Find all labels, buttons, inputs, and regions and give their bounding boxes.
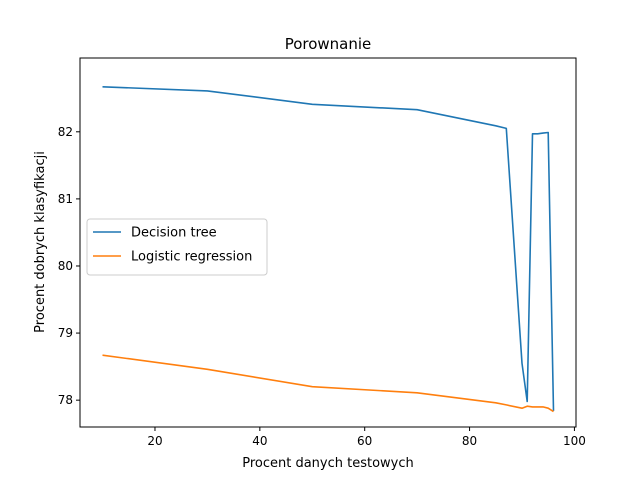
series-line-2 bbox=[102, 354, 554, 413]
series-layer bbox=[102, 86, 555, 413]
legend-label: Decision tree bbox=[131, 226, 217, 241]
y-tick-label: 81 bbox=[58, 192, 73, 206]
axis-ticks: 20 40 60 80 100 78 79 80 81 82 bbox=[58, 125, 586, 448]
chart-title: Porownanie bbox=[285, 35, 372, 53]
x-tick-label: 60 bbox=[357, 434, 372, 448]
x-tick-label: 20 bbox=[147, 434, 162, 448]
y-tick-label: 78 bbox=[58, 393, 73, 407]
legend-label: Logistic regression bbox=[131, 250, 252, 265]
y-tick-label: 79 bbox=[58, 326, 73, 340]
series-line-1 bbox=[102, 86, 555, 411]
x-axis-label: Procent danych testowych bbox=[242, 456, 414, 471]
x-tick-label: 40 bbox=[252, 434, 267, 448]
legend-box bbox=[86, 218, 268, 276]
y-tick-label: 82 bbox=[58, 125, 73, 139]
plot-area bbox=[79, 57, 577, 428]
x-tick-label: 100 bbox=[563, 434, 586, 448]
legend: Decision tree Logistic regression bbox=[86, 218, 268, 276]
x-tick-label: 80 bbox=[462, 434, 477, 448]
y-axis-label: Procent dobrych klasyfikacji bbox=[33, 151, 48, 333]
y-tick-label: 80 bbox=[58, 259, 73, 273]
